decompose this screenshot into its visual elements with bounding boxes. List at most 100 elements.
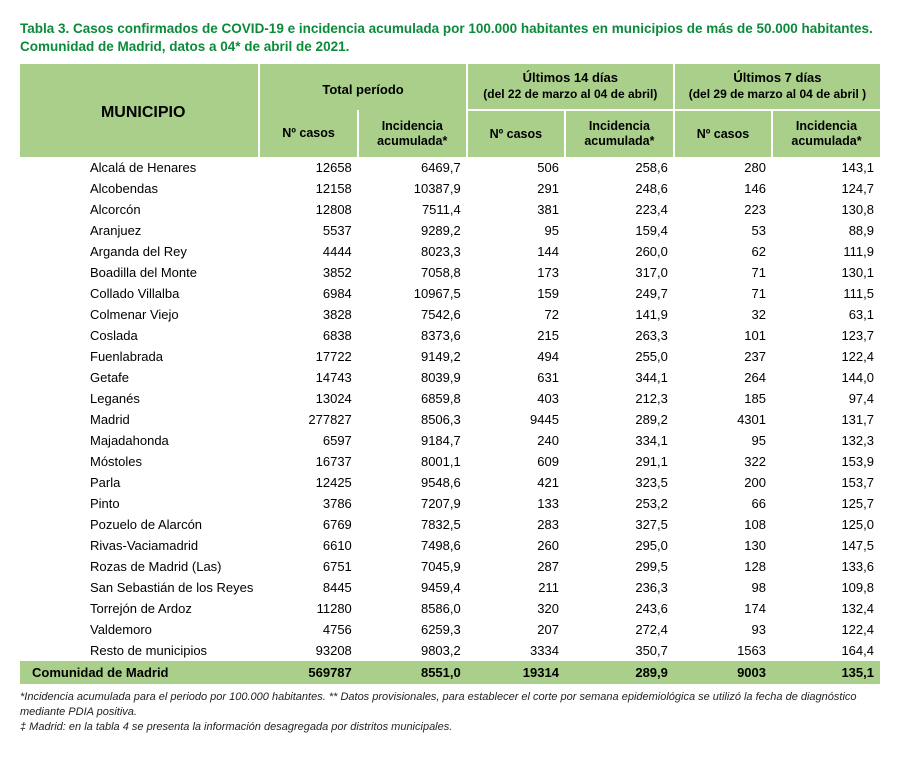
cell-total-casos: 3852: [259, 262, 357, 283]
cell-7d-casos: 200: [674, 472, 772, 493]
cell-14d-casos: 133: [467, 493, 565, 514]
cell-14d-casos: 159: [467, 283, 565, 304]
cell-14d-casos: 506: [467, 157, 565, 178]
cell-7d-incidencia: 153,9: [772, 451, 880, 472]
cell-total-casos: 93208: [259, 640, 357, 661]
cell-total-incidencia: 6259,3: [358, 619, 467, 640]
table-row: Alcobendas1215810387,9291248,6146124,7: [20, 178, 880, 199]
cell-7d-casos: 146: [674, 178, 772, 199]
cell-total-casos: 5537: [259, 220, 357, 241]
cell-name: Madrid: [20, 409, 259, 430]
table-row: Pinto37867207,9133253,266125,7: [20, 493, 880, 514]
cell-14d-incidencia: 272,4: [565, 619, 674, 640]
cell-name: Leganés: [20, 388, 259, 409]
cell-7d-casos: 264: [674, 367, 772, 388]
cell-7d-incidencia: 143,1: [772, 157, 880, 178]
table-row: Aranjuez55379289,295159,45388,9: [20, 220, 880, 241]
cell-total-incidencia: 8586,0: [358, 598, 467, 619]
cell-name: Boadilla del Monte: [20, 262, 259, 283]
cell-7d-incidencia: 135,1: [772, 661, 880, 684]
cell-7d-casos: 1563: [674, 640, 772, 661]
cell-14d-incidencia: 289,9: [565, 661, 674, 684]
cell-total-casos: 6984: [259, 283, 357, 304]
cell-total-incidencia: 8551,0: [358, 661, 467, 684]
cell-name: Parla: [20, 472, 259, 493]
cell-total-casos: 14743: [259, 367, 357, 388]
cell-7d-incidencia: 111,9: [772, 241, 880, 262]
cell-total-incidencia: 7542,6: [358, 304, 467, 325]
cell-14d-casos: 260: [467, 535, 565, 556]
cell-7d-casos: 4301: [674, 409, 772, 430]
cell-14d-casos: 494: [467, 346, 565, 367]
header-group-14d-top: Últimos 14 días: [467, 64, 674, 87]
cell-7d-casos: 62: [674, 241, 772, 262]
footnotes: *Incidencia acumulada para el periodo po…: [20, 690, 880, 735]
cell-total-casos: 6751: [259, 556, 357, 577]
table-row: Fuenlabrada177229149,2494255,0237122,4: [20, 346, 880, 367]
cell-14d-incidencia: 248,6: [565, 178, 674, 199]
cell-name: Rozas de Madrid (Las): [20, 556, 259, 577]
cell-14d-incidencia: 236,3: [565, 577, 674, 598]
cell-14d-casos: 173: [467, 262, 565, 283]
cell-total-incidencia: 7498,6: [358, 535, 467, 556]
cell-14d-incidencia: 243,6: [565, 598, 674, 619]
cell-name: Rivas-Vaciamadrid: [20, 535, 259, 556]
cell-14d-casos: 9445: [467, 409, 565, 430]
table-row: Collado Villalba698410967,5159249,771111…: [20, 283, 880, 304]
cell-7d-casos: 95: [674, 430, 772, 451]
table-row: Pozuelo de Alarcón67697832,5283327,51081…: [20, 514, 880, 535]
table-title: Tabla 3. Casos confirmados de COVID-19 e…: [20, 20, 880, 56]
table-row: Rivas-Vaciamadrid66107498,6260295,013014…: [20, 535, 880, 556]
cell-total-incidencia: 8373,6: [358, 325, 467, 346]
cell-total-incidencia: 9803,2: [358, 640, 467, 661]
cell-7d-casos: 280: [674, 157, 772, 178]
cell-total-casos: 11280: [259, 598, 357, 619]
cell-name: Pinto: [20, 493, 259, 514]
table-row: Parla124259548,6421323,5200153,7: [20, 472, 880, 493]
cell-7d-incidencia: 123,7: [772, 325, 880, 346]
cell-7d-incidencia: 132,4: [772, 598, 880, 619]
cell-total-incidencia: 7511,4: [358, 199, 467, 220]
cell-total-casos: 16737: [259, 451, 357, 472]
cell-14d-incidencia: 289,2: [565, 409, 674, 430]
cell-7d-casos: 322: [674, 451, 772, 472]
cell-7d-incidencia: 130,8: [772, 199, 880, 220]
cell-total-incidencia: 7207,9: [358, 493, 467, 514]
cell-7d-casos: 185: [674, 388, 772, 409]
cell-14d-incidencia: 327,5: [565, 514, 674, 535]
cell-14d-casos: 421: [467, 472, 565, 493]
cell-name: Getafe: [20, 367, 259, 388]
cell-7d-incidencia: 153,7: [772, 472, 880, 493]
cell-7d-incidencia: 147,5: [772, 535, 880, 556]
cell-name: Collado Villalba: [20, 283, 259, 304]
cell-name: Pozuelo de Alarcón: [20, 514, 259, 535]
table-row: Alcalá de Henares126586469,7506258,62801…: [20, 157, 880, 178]
cell-7d-casos: 174: [674, 598, 772, 619]
cell-total-casos: 12425: [259, 472, 357, 493]
cell-total-incidencia: 8001,1: [358, 451, 467, 472]
cell-7d-casos: 98: [674, 577, 772, 598]
table-row: Torrejón de Ardoz112808586,0320243,61741…: [20, 598, 880, 619]
table-row: Valdemoro47566259,3207272,493122,4: [20, 619, 880, 640]
cell-name: Aranjuez: [20, 220, 259, 241]
cell-14d-incidencia: 212,3: [565, 388, 674, 409]
cell-14d-incidencia: 263,3: [565, 325, 674, 346]
cell-14d-casos: 609: [467, 451, 565, 472]
cell-14d-incidencia: 159,4: [565, 220, 674, 241]
table-row: Resto de municipios932089803,23334350,71…: [20, 640, 880, 661]
cell-name: Resto de municipios: [20, 640, 259, 661]
cell-total-incidencia: 7832,5: [358, 514, 467, 535]
table-row: Colmenar Viejo38287542,672141,93263,1: [20, 304, 880, 325]
cell-14d-casos: 144: [467, 241, 565, 262]
cell-7d-casos: 32: [674, 304, 772, 325]
table-row: Alcorcón128087511,4381223,4223130,8: [20, 199, 880, 220]
cell-name: Coslada: [20, 325, 259, 346]
header-col-casos: Nº casos: [467, 110, 565, 157]
table-row: Móstoles167378001,1609291,1322153,9: [20, 451, 880, 472]
table-row: Boadilla del Monte38527058,8173317,07113…: [20, 262, 880, 283]
total-row: Comunidad de Madrid5697878551,019314289,…: [20, 661, 880, 684]
cell-total-casos: 6597: [259, 430, 357, 451]
cell-total-casos: 277827: [259, 409, 357, 430]
cell-7d-casos: 66: [674, 493, 772, 514]
cell-14d-incidencia: 350,7: [565, 640, 674, 661]
